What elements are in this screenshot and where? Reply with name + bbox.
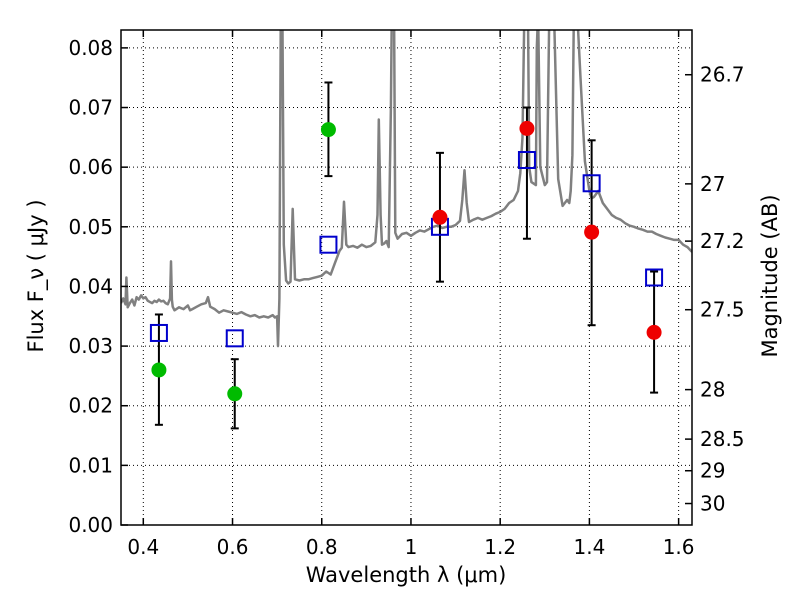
y-tick-label: 0.08 bbox=[68, 36, 113, 60]
right-axis-label: Magnitude (AB) bbox=[758, 194, 782, 357]
x-tick-label: 0.6 bbox=[217, 535, 249, 559]
axis-ticks: 0.4 0.6 0.8 1 1.2 1.4 1.6 0.00 0.01 0.02 0.03 0.04 0… bbox=[68, 30, 745, 559]
model-square-point bbox=[319, 235, 338, 254]
x-tick-label: 1 bbox=[405, 535, 418, 559]
y-axis-label: Flux F_ν ( μJy ) bbox=[24, 199, 49, 352]
right-tick-label: 30 bbox=[700, 492, 725, 516]
x-tick-label: 1.6 bbox=[663, 535, 695, 559]
y-tick-label: 0.00 bbox=[68, 513, 113, 537]
model-square-point bbox=[225, 329, 244, 348]
template-spectrum bbox=[121, 30, 692, 348]
y-tick-label: 0.05 bbox=[68, 215, 113, 239]
model-square-point bbox=[645, 268, 664, 287]
right-tick-label: 27.5 bbox=[700, 298, 745, 322]
right-tick-label: 27.2 bbox=[700, 229, 745, 253]
right-tick-label: 29 bbox=[700, 459, 725, 483]
x-tick-label: 0.8 bbox=[306, 535, 338, 559]
y-tick-label: 0.04 bbox=[68, 274, 113, 298]
red-data-point bbox=[584, 224, 600, 240]
red-data-point bbox=[432, 209, 448, 225]
green-data-point bbox=[227, 386, 243, 402]
x-tick-label: 0.4 bbox=[127, 535, 159, 559]
x-tick-label: 1.4 bbox=[573, 535, 605, 559]
plot-frame bbox=[120, 29, 693, 526]
x-tick-label: 1.2 bbox=[484, 535, 516, 559]
green-data-point bbox=[320, 122, 336, 138]
spectrum-line bbox=[121, 30, 692, 348]
right-tick-label: 26.7 bbox=[700, 63, 745, 87]
y-tick-label: 0.02 bbox=[68, 394, 113, 418]
red-data-point bbox=[646, 324, 662, 340]
model-square-point bbox=[582, 174, 601, 193]
model-square-point bbox=[149, 323, 168, 342]
green-data-point bbox=[151, 362, 167, 378]
y-tick-label: 0.07 bbox=[68, 96, 113, 120]
x-axis-label: Wavelength λ (μm) bbox=[306, 563, 507, 587]
y-tick-label: 0.06 bbox=[68, 155, 113, 179]
grid bbox=[121, 30, 692, 526]
red-data-point bbox=[519, 120, 535, 136]
right-tick-label: 27 bbox=[700, 172, 725, 196]
right-tick-label: 28.5 bbox=[700, 427, 745, 451]
right-tick-label: 28 bbox=[700, 378, 725, 402]
y-tick-label: 0.03 bbox=[68, 334, 113, 358]
y-tick-label: 0.01 bbox=[68, 453, 113, 477]
model-square-point bbox=[517, 151, 536, 170]
data-markers bbox=[149, 120, 664, 402]
